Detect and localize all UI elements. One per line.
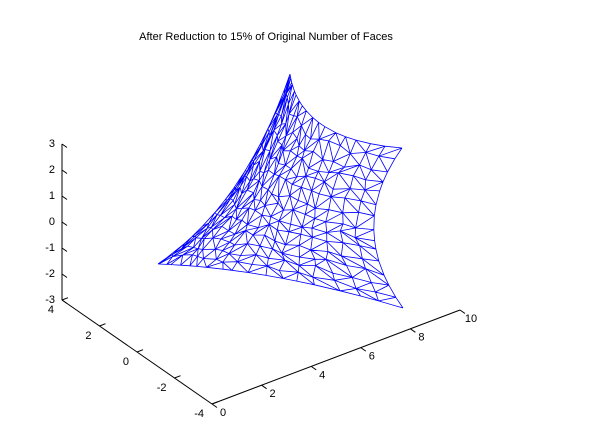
y-tick xyxy=(61,297,69,301)
z-tick-label: -2 xyxy=(45,268,55,280)
x-tick xyxy=(410,328,416,333)
x-tick-label: 6 xyxy=(369,351,375,363)
x-tick xyxy=(211,403,218,408)
y-tick-label: -2 xyxy=(157,382,167,394)
z-tick xyxy=(61,195,68,200)
z-tick xyxy=(61,169,68,174)
y-tick-label: 0 xyxy=(123,356,129,368)
y-tick-label: -4 xyxy=(194,408,204,420)
y-tick xyxy=(174,375,181,379)
x-tick xyxy=(261,384,267,390)
z-tick xyxy=(61,273,68,278)
y-tick xyxy=(136,349,144,353)
y-tick xyxy=(99,323,106,327)
mesh-group xyxy=(157,73,404,309)
chart-title: After Reduction to 15% of Original Numbe… xyxy=(139,31,393,43)
z-tick-label: 3 xyxy=(49,138,55,150)
x-tick-label: 0 xyxy=(220,407,226,419)
z-tick-label: 2 xyxy=(49,164,55,176)
y-tick-label: 4 xyxy=(48,304,54,316)
mesh-surface xyxy=(157,73,404,309)
x-tick xyxy=(360,347,367,352)
x-tick-label: 4 xyxy=(319,369,325,381)
y-tick xyxy=(211,401,219,405)
z-tick-label: 0 xyxy=(49,216,55,228)
z-tick-label: -1 xyxy=(45,242,55,254)
z-tick xyxy=(61,221,68,226)
x-tick-label: 8 xyxy=(418,332,424,344)
x-axis xyxy=(211,309,461,405)
z-tick-label: -3 xyxy=(45,294,55,306)
z-tick xyxy=(61,247,68,252)
x-tick xyxy=(459,309,466,314)
z-tick-label: 1 xyxy=(49,190,55,202)
y-tick-label: 2 xyxy=(85,330,91,342)
z-tick xyxy=(61,299,68,304)
x-tick-label: 10 xyxy=(465,313,477,325)
x-tick xyxy=(310,365,317,371)
z-tick xyxy=(61,143,68,148)
x-tick-label: 2 xyxy=(270,388,276,400)
